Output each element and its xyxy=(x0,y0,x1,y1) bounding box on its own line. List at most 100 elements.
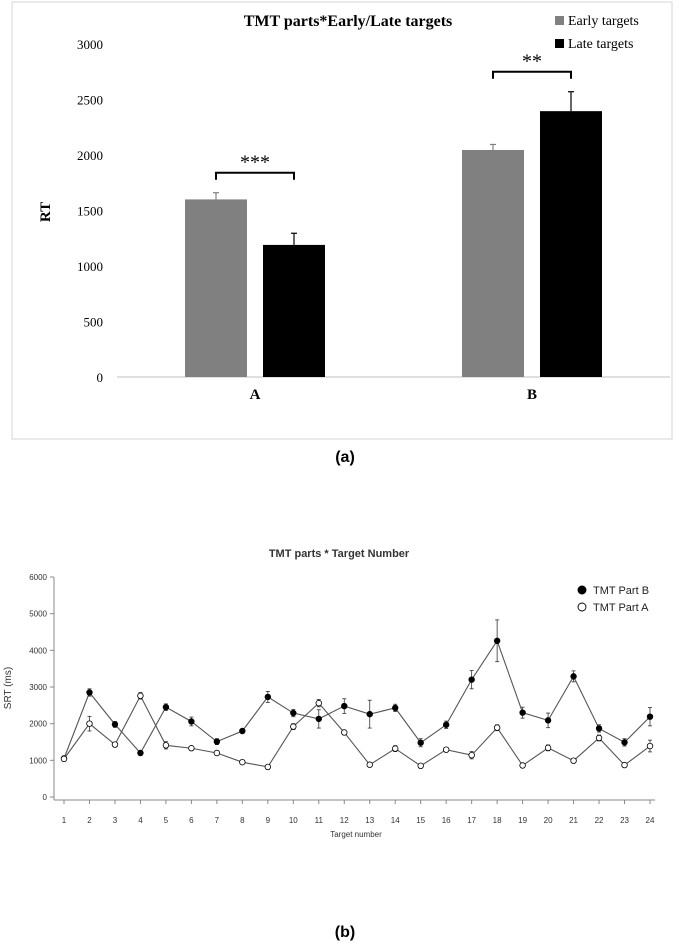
significance-label: ** xyxy=(522,51,542,73)
chart-b-xlabel: Target number xyxy=(330,830,382,839)
chart-a-ytick-label: 2500 xyxy=(77,93,103,108)
chart-a-ytick-label: 1500 xyxy=(77,204,103,219)
chart-b-xtick-label: 13 xyxy=(365,816,374,825)
category-label-A: A xyxy=(250,387,261,403)
chart-b-title: TMT parts * Target Number xyxy=(269,548,410,560)
data-point-part-b xyxy=(213,738,221,745)
chart-b-ytick-label: 0 xyxy=(43,793,48,802)
data-point-part-b xyxy=(442,721,450,728)
figure-label-a: (a) xyxy=(335,449,355,466)
data-point-part-b xyxy=(519,709,526,716)
category-label-B: B xyxy=(527,387,537,403)
data-point-part-b xyxy=(188,718,195,725)
data-point-part-b xyxy=(392,704,399,712)
data-point-part-b xyxy=(341,702,348,710)
data-point-part-b xyxy=(264,693,272,701)
chart-b-ytick-label: 2000 xyxy=(29,720,47,729)
data-point-part-b xyxy=(162,703,170,711)
data-point-part-b xyxy=(417,739,424,746)
data-point-part-a xyxy=(60,755,68,763)
legend-swatch xyxy=(555,39,564,48)
data-point-part-b xyxy=(315,715,322,723)
data-point-part-b xyxy=(290,709,297,717)
chart-a-ytick-label: 2000 xyxy=(77,148,103,163)
data-point-part-b xyxy=(137,749,144,757)
data-point-part-a xyxy=(493,724,501,731)
data-point-part-a xyxy=(341,729,348,736)
data-point-part-b xyxy=(468,676,475,683)
significance-label: *** xyxy=(240,152,270,174)
data-point-part-a xyxy=(621,761,628,769)
data-point-part-a xyxy=(86,720,93,727)
chart-b-ytick-label: 3000 xyxy=(29,683,47,692)
series-line-tmt-part-a xyxy=(63,694,651,768)
data-point-part-a xyxy=(366,761,373,768)
data-point-part-a xyxy=(442,746,450,753)
chart-b-xtick-label: 20 xyxy=(544,816,553,825)
chart-a-ytick-label: 1000 xyxy=(77,259,103,274)
chart-b-legend: TMT Part B TMT Part A xyxy=(577,585,649,614)
data-point-part-b xyxy=(544,717,552,724)
data-point-part-b xyxy=(570,673,577,680)
chart-b-series xyxy=(60,619,654,771)
data-point-part-a xyxy=(111,741,119,748)
chart-b-xticks: 1 2 3 4 5 6 7 8 9 10 11 12 13 14 15 16 17 18 19 20 21 22 23 24 xyxy=(62,800,655,825)
data-point-part-a xyxy=(213,749,221,757)
chart-b-xtick-label: 4 xyxy=(138,816,143,825)
data-point-part-b xyxy=(239,727,246,735)
data-point-part-a xyxy=(417,762,424,770)
significance-bracket xyxy=(215,171,295,180)
series-line-tmt-part-b xyxy=(63,639,651,759)
legend-marker xyxy=(577,602,587,612)
chart-b-xtick-label: 11 xyxy=(315,816,324,825)
data-point-part-a xyxy=(392,745,399,752)
data-point-part-b xyxy=(621,739,628,746)
data-point-part-b xyxy=(595,725,603,732)
figure-label-b: (b) xyxy=(335,924,355,941)
chart-b-xtick-label: 17 xyxy=(467,816,476,825)
data-point-part-a xyxy=(137,692,144,699)
chart-b-ytick-label: 4000 xyxy=(29,646,47,655)
data-point-part-b xyxy=(111,721,119,728)
data-point-part-a xyxy=(162,742,170,749)
chart-b-xtick-label: 6 xyxy=(189,816,194,825)
data-point-part-b xyxy=(86,689,93,696)
chart-b-xtick-label: 5 xyxy=(164,816,169,825)
chart-b-xtick-label: 12 xyxy=(340,816,349,825)
data-point-part-a xyxy=(468,752,475,759)
legend-label: Late targets xyxy=(568,37,633,52)
chart-a-ytick-label: 500 xyxy=(84,315,104,330)
data-point-part-b xyxy=(646,713,654,720)
data-point-part-b xyxy=(366,710,373,718)
chart-b-xtick-label: 1 xyxy=(62,816,67,825)
bar-B-early-targets xyxy=(462,150,524,377)
chart-a-title: TMT parts*Early/Late targets xyxy=(244,13,453,30)
chart-b-xtick-label: 3 xyxy=(113,816,118,825)
chart-b-ytick-label: 6000 xyxy=(29,573,47,582)
chart-a-yticks: 0 500 1000 1500 2000 2500 3000 xyxy=(77,37,103,385)
chart-a-bars: ***** xyxy=(185,51,602,377)
chart-b-xtick-label: 21 xyxy=(569,816,578,825)
data-point-part-a xyxy=(264,763,272,771)
chart-b-xtick-label: 16 xyxy=(442,816,451,825)
chart-a-ytick-label: 3000 xyxy=(77,37,103,52)
bar-A-early-targets xyxy=(185,199,247,377)
legend-label: TMT Part B xyxy=(593,585,649,597)
data-point-part-a xyxy=(595,734,603,742)
chart-b-xtick-label: 22 xyxy=(595,816,604,825)
chart-b-xtick-label: 24 xyxy=(646,816,655,825)
chart-a-ytick-label: 0 xyxy=(97,370,104,385)
chart-b-xtick-label: 10 xyxy=(289,816,298,825)
chart-b-ytick-label: 5000 xyxy=(29,610,47,619)
bar-B-late-targets xyxy=(540,111,602,377)
data-point-part-a xyxy=(519,762,526,769)
chart-a-ylabel: RT xyxy=(38,202,54,222)
data-point-part-a xyxy=(646,742,654,750)
chart-b-xtick-label: 23 xyxy=(620,816,629,825)
significance-bracket xyxy=(492,70,572,79)
chart-b-yticks: 0 1000 2000 3000 4000 5000 6000 xyxy=(29,573,54,802)
chart-a-legend: Early targets Late targets xyxy=(555,14,639,52)
data-point-part-b xyxy=(493,637,501,644)
